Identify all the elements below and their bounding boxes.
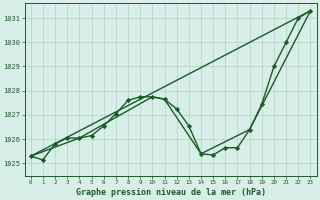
X-axis label: Graphe pression niveau de la mer (hPa): Graphe pression niveau de la mer (hPa) [76,188,266,197]
